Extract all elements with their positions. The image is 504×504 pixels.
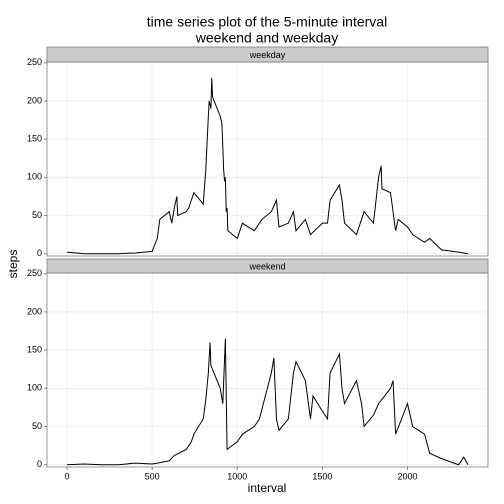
x-axis-label: interval [248, 481, 287, 495]
y-tick-label: 100 [27, 383, 42, 393]
strip-label: weekday [249, 50, 286, 60]
y-tick-label: 0 [37, 248, 42, 258]
y-tick-label: 200 [27, 95, 42, 105]
x-tick-label: 1000 [227, 471, 247, 481]
y-tick-label: 250 [27, 57, 42, 67]
y-tick-label: 150 [27, 345, 42, 355]
y-axis-label: steps [6, 250, 20, 279]
y-tick-label: 200 [27, 306, 42, 316]
x-tick-label: 0 [65, 471, 70, 481]
y-tick-label: 150 [27, 134, 42, 144]
y-tick-label: 250 [27, 268, 42, 278]
line [67, 338, 469, 466]
strip-label: weekend [248, 261, 285, 271]
panel-border [46, 272, 489, 468]
chart-title: time series plot of the 5-minute interva… [147, 14, 387, 30]
panel [47, 273, 488, 467]
chart-title: weekend and weekday [195, 30, 338, 46]
y-tick-label: 0 [37, 459, 42, 469]
line [67, 78, 469, 255]
x-tick-label: 2000 [398, 471, 418, 481]
y-tick-label: 50 [32, 421, 42, 431]
x-tick-label: 1500 [312, 471, 332, 481]
y-tick-label: 100 [27, 172, 42, 182]
x-tick-label: 500 [145, 471, 160, 481]
y-tick-label: 50 [32, 210, 42, 220]
panel-border [46, 61, 489, 257]
panel [47, 62, 488, 256]
